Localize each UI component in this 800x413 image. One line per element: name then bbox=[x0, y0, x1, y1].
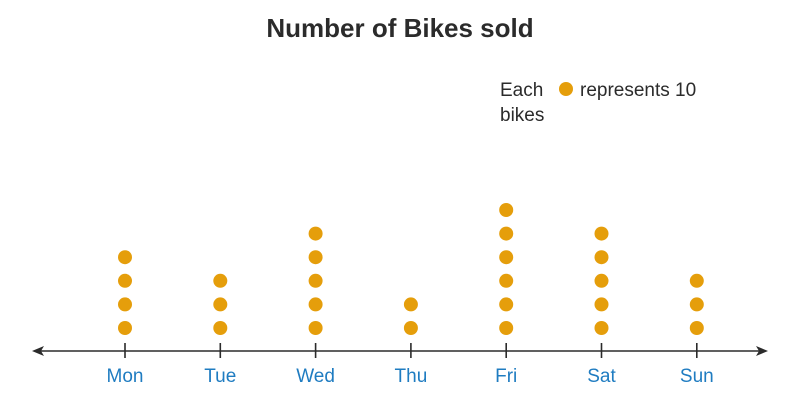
dot-sat-3 bbox=[594, 273, 609, 288]
dot-tue-3 bbox=[213, 273, 228, 288]
dot-mon-2 bbox=[118, 297, 132, 312]
dot-fri-2 bbox=[499, 297, 514, 312]
dot-sun-3 bbox=[689, 273, 704, 288]
axis-tick-labels: Mon Tue Wed Thu Fri Sat Sun bbox=[107, 366, 714, 387]
dot-tue-1 bbox=[213, 321, 228, 335]
dot-sun-1 bbox=[689, 321, 704, 335]
data-dots bbox=[118, 203, 704, 335]
dot-thu-2 bbox=[403, 297, 418, 312]
number-line-axis bbox=[32, 346, 768, 356]
legend: Each represents 10 bikes bbox=[500, 80, 696, 126]
legend-prefix: Each bbox=[500, 80, 543, 101]
dot-mon-4 bbox=[118, 250, 132, 265]
dot-fri-4 bbox=[499, 250, 514, 265]
dot-thu-1 bbox=[403, 321, 418, 335]
tick-label-mon: Mon bbox=[107, 366, 144, 387]
dot-mon-1 bbox=[118, 321, 132, 335]
axis-ticks bbox=[124, 343, 698, 358]
dot-fri-6 bbox=[499, 203, 514, 217]
dot-tue-2 bbox=[213, 297, 228, 312]
legend-suffix: represents 10 bbox=[580, 80, 696, 101]
dot-fri-3 bbox=[499, 273, 514, 288]
dot-fri-5 bbox=[499, 226, 514, 241]
axis-arrow-left bbox=[32, 346, 44, 356]
dot-sat-2 bbox=[594, 297, 609, 312]
dot-sat-1 bbox=[594, 321, 609, 335]
dot-wed-1 bbox=[308, 321, 323, 335]
chart-title: Number of Bikes sold bbox=[266, 13, 533, 43]
dot-wed-4 bbox=[308, 250, 323, 265]
legend-dot-symbol bbox=[559, 82, 573, 96]
dot-sun-2 bbox=[689, 297, 704, 312]
tick-label-fri: Fri bbox=[495, 366, 517, 387]
dot-fri-1 bbox=[499, 321, 514, 335]
tick-label-wed: Wed bbox=[296, 366, 335, 387]
dot-sat-5 bbox=[594, 226, 609, 241]
tick-label-tue: Tue bbox=[204, 366, 236, 387]
tick-label-sun: Sun bbox=[680, 366, 714, 387]
tick-label-sat: Sat bbox=[587, 366, 616, 387]
dot-sat-4 bbox=[594, 250, 609, 265]
dot-wed-2 bbox=[308, 297, 323, 312]
dot-wed-5 bbox=[308, 226, 323, 241]
tick-label-thu: Thu bbox=[395, 366, 428, 387]
axis-arrow-right bbox=[756, 346, 768, 356]
dot-mon-3 bbox=[118, 273, 132, 288]
dot-wed-3 bbox=[308, 273, 323, 288]
legend-line2: bikes bbox=[500, 105, 544, 126]
